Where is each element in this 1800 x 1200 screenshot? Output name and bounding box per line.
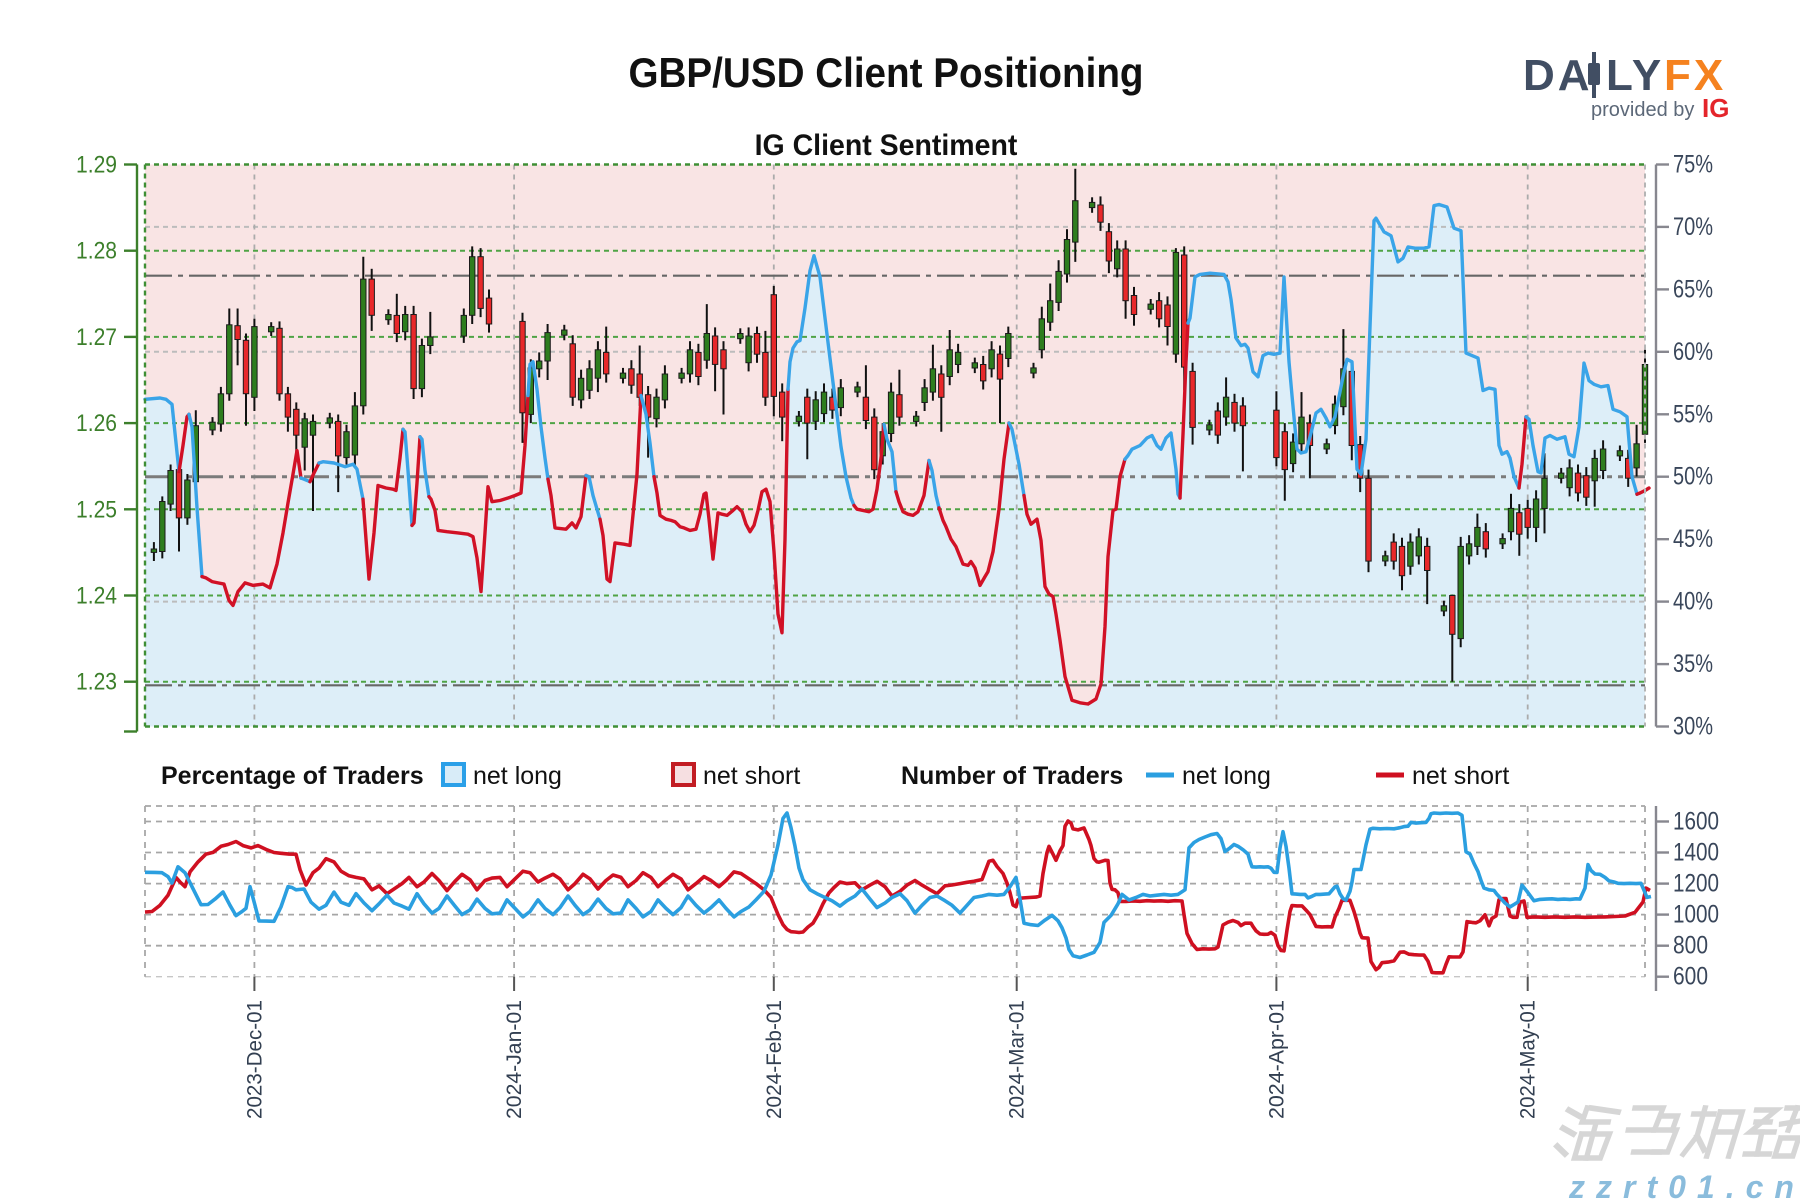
svg-text:2024-Apr-01: 2024-Apr-01 [1265,1000,1288,1119]
svg-text:40%: 40% [1673,588,1713,616]
svg-text:Number of Traders: Number of Traders [901,762,1123,790]
svg-text:1.23: 1.23 [76,669,117,696]
svg-text:GBP/USD Client Positioning: GBP/USD Client Positioning [628,48,1143,96]
svg-text:1000: 1000 [1673,901,1719,929]
svg-text:net short: net short [703,762,800,790]
svg-text:2024-May-01: 2024-May-01 [1517,1000,1540,1119]
svg-text:800: 800 [1673,932,1708,960]
svg-text:30%: 30% [1673,713,1713,741]
svg-text:IG Client Sentiment: IG Client Sentiment [755,129,1018,162]
svg-text:FX: FX [1664,51,1726,100]
svg-text:1.26: 1.26 [76,410,117,437]
svg-text:zzrt01.cn: zzrt01.cn [1568,1169,1800,1200]
svg-text:IG: IG [1702,93,1729,123]
svg-text:1.25: 1.25 [76,496,117,523]
svg-text:1.24: 1.24 [76,583,117,610]
svg-text:1600: 1600 [1673,808,1719,836]
svg-text:2024-Mar-01: 2024-Mar-01 [1006,1000,1029,1119]
svg-text:DA: DA [1523,51,1593,100]
svg-text:2024-Feb-01: 2024-Feb-01 [763,1000,786,1119]
svg-text:45%: 45% [1673,525,1713,553]
svg-text:net long: net long [1182,762,1271,790]
svg-text:LY: LY [1606,51,1664,100]
svg-text:600: 600 [1673,963,1708,991]
svg-text:2023-Dec-01: 2023-Dec-01 [243,1000,266,1119]
svg-text:1.28: 1.28 [76,238,117,265]
svg-text:Percentage of Traders: Percentage of Traders [161,762,424,790]
svg-text:2024-Jan-01: 2024-Jan-01 [503,1000,526,1119]
svg-text:60%: 60% [1673,338,1713,366]
svg-text:1200: 1200 [1673,870,1719,898]
svg-text:75%: 75% [1673,151,1713,179]
svg-text:net short: net short [1412,762,1509,790]
svg-text:1.29: 1.29 [76,152,117,179]
svg-text:65%: 65% [1673,275,1713,303]
svg-text:70%: 70% [1673,213,1713,241]
svg-text:50%: 50% [1673,463,1713,491]
svg-text:net long: net long [473,762,562,790]
svg-text:1.27: 1.27 [76,324,117,351]
svg-text:55%: 55% [1673,400,1713,428]
svg-text:35%: 35% [1673,650,1713,678]
svg-text:provided by: provided by [1591,99,1694,121]
svg-text:1400: 1400 [1673,839,1719,867]
